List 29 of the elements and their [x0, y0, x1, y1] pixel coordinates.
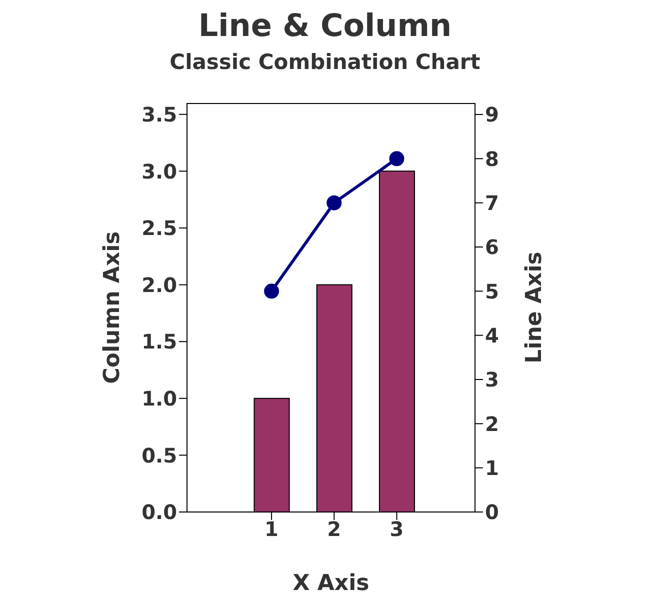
- y-tick-label: 0.0: [142, 500, 177, 524]
- y2-tick-label: 8: [485, 146, 499, 171]
- y2-tick-label: 3: [485, 368, 499, 392]
- y-tick-label: 3.5: [142, 102, 177, 126]
- y-tick-label: 1.0: [142, 386, 177, 410]
- chart-title: Line & Column: [197, 8, 453, 44]
- y-axis-title: Column Axis: [100, 231, 125, 384]
- y2-tick-label: 2: [485, 412, 499, 436]
- y-tick-label: 2.0: [142, 272, 177, 297]
- y2-axis-title: Line Axis: [522, 252, 547, 364]
- point: [389, 151, 404, 166]
- x-tick-label: 2: [327, 517, 342, 542]
- y2-tick-label: 0: [485, 500, 499, 524]
- y2-tick-label: 7: [485, 190, 499, 215]
- y2-tick-label: 1: [485, 456, 499, 480]
- y2-tick-label: 6: [485, 235, 499, 260]
- point: [264, 284, 280, 299]
- y-tick-label: 0.5: [142, 443, 177, 468]
- y2-tick-label: 9: [485, 102, 499, 127]
- x-tick-label: 3: [390, 517, 404, 542]
- chart-subtitle: Classic Combination Chart: [168, 50, 482, 74]
- x-tick-label: 1: [264, 517, 278, 542]
- point: [326, 195, 342, 210]
- y2-tick-label: 4: [485, 323, 499, 348]
- y-tick-label: 3.0: [142, 159, 177, 184]
- y-tick-label: 1.5: [142, 330, 177, 354]
- y2-tick-label: 5: [485, 279, 499, 304]
- y-tick-label: 2.5: [142, 216, 177, 240]
- x-axis-title: X Axis: [292, 571, 370, 596]
